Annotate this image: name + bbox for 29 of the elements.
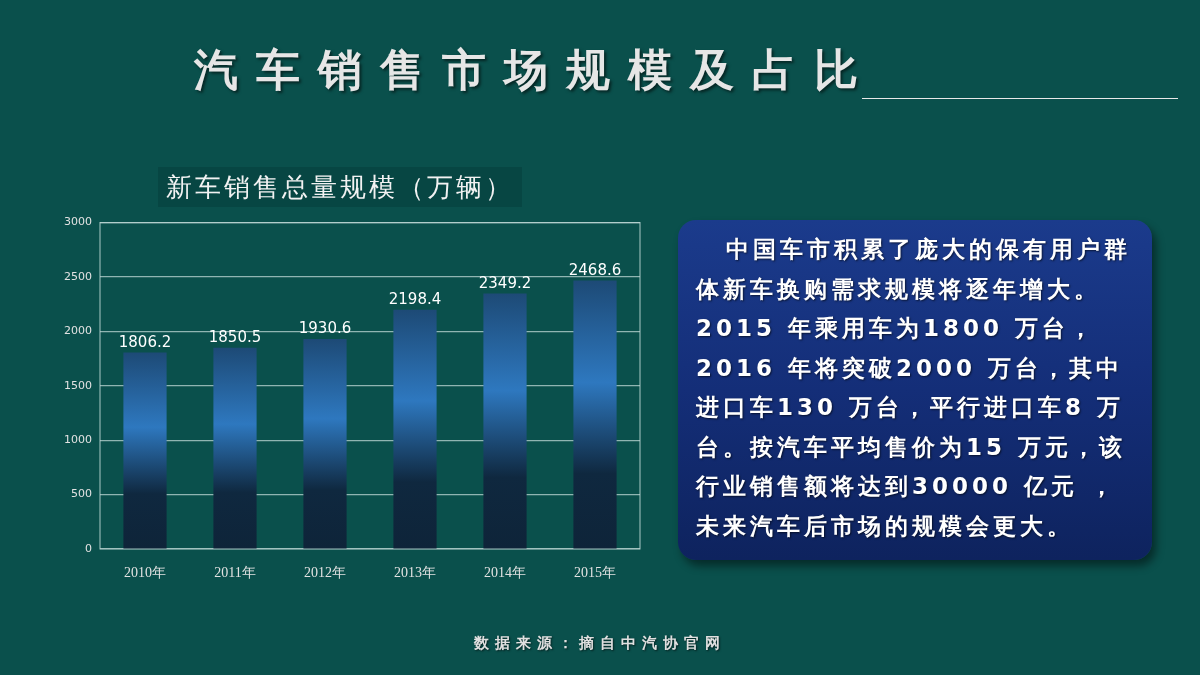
y-tick-label: 1500	[64, 378, 92, 392]
x-tick-label: 2010年	[124, 565, 166, 581]
y-tick-label: 500	[71, 487, 92, 501]
bar	[573, 280, 617, 549]
bar	[213, 347, 257, 549]
y-tick-label: 2000	[64, 324, 92, 338]
bar	[303, 338, 347, 549]
y-tick-label: 1000	[64, 433, 92, 447]
data-label: 2349.2	[478, 273, 532, 292]
bar	[123, 352, 167, 549]
x-tick-label: 2011年	[214, 565, 256, 581]
bar	[393, 309, 437, 549]
chart-title: 汽车销售市场规模及占比	[194, 43, 876, 97]
y-tick-label: 3000	[64, 215, 92, 229]
y-tick-label: 2500	[64, 269, 92, 283]
text: 中国车市积累了庞大的保有用户群体新车换购需求规模将逐年增大。2015 年乘用车为1800 万台，2016 年将突破2000 万台，其中进口车130 万台，平行进口车8 万台。按汽车平均售价为15 万元，该行业销售额将达到30000 亿元 ，未来汽车后市场的规模会更大。	[696, 235, 1132, 541]
source-note: 数据来源：摘自中汽协官网	[474, 633, 726, 654]
bar	[483, 293, 527, 549]
data-label: 2198.4	[388, 290, 442, 309]
data-label: 2468.6	[568, 260, 622, 279]
data-label: 1806.2	[118, 332, 172, 351]
chart-subtitle: 新车销售总量规模（万辆）	[158, 167, 522, 207]
data-label: 1930.6	[298, 319, 352, 338]
data-label: 1850.5	[208, 328, 262, 347]
x-tick-label: 2015年	[574, 565, 616, 581]
x-tick-label: 2014年	[484, 565, 526, 581]
x-tick-label: 2012年	[304, 565, 346, 581]
y-tick-label: 0	[85, 541, 92, 555]
x-tick-label: 2013年	[394, 565, 436, 581]
